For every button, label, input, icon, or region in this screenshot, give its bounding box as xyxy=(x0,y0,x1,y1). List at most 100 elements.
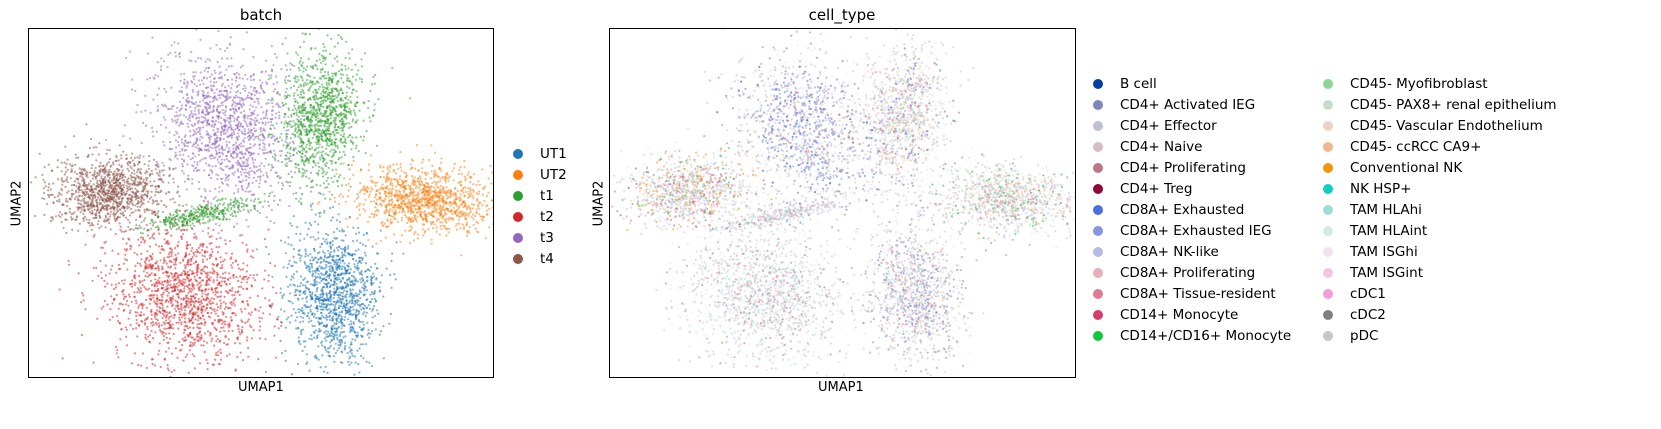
cluster-t2 xyxy=(58,192,298,377)
legend-label: t2 xyxy=(540,208,554,225)
legend-label: CD45- ccRCC CA9+ xyxy=(1350,138,1482,155)
cell-type-cluster-right xyxy=(896,146,1075,252)
batch-plot-title: batch xyxy=(239,6,283,24)
legend-swatch-cd8a-exhausted xyxy=(1093,204,1103,215)
legend-label: CD4+ Treg xyxy=(1120,180,1193,197)
legend-item-conventional-nk: Conventional NK xyxy=(1323,157,1557,178)
legend-swatch-t2 xyxy=(513,211,523,222)
legend-item-cd8a-proliferating: CD8A+ Proliferating xyxy=(1093,262,1291,283)
legend-swatch-ut1 xyxy=(513,148,523,159)
legend-item-cd8a-nk-like: CD8A+ NK-like xyxy=(1093,241,1291,262)
legend-swatch-conventional-nk xyxy=(1323,162,1333,173)
batch-legend: UT1 UT2 t1 t2 t3 t4 xyxy=(513,143,567,269)
legend-item-cd4-effector: CD4+ Effector xyxy=(1093,115,1291,136)
batch-umap-plot xyxy=(28,28,494,378)
legend-label: CD8A+ NK-like xyxy=(1120,243,1219,260)
legend-swatch-cd4-proliferating xyxy=(1093,162,1103,173)
legend-label: TAM ISGint xyxy=(1350,264,1423,281)
legend-label: TAM HLAint xyxy=(1350,222,1428,239)
legend-swatch-cd14-cd16-monocyte xyxy=(1093,330,1103,341)
legend-swatch-ut2 xyxy=(513,169,523,180)
legend-swatch-cd4-treg xyxy=(1093,183,1103,194)
legend-label: CD4+ Proliferating xyxy=(1120,159,1246,176)
cell-type-legend-column-2: CD45- Myofibroblast CD45- PAX8+ renal epi… xyxy=(1323,73,1557,346)
legend-item-ut1: UT1 xyxy=(513,143,567,164)
legend-item-tam-isghi: TAM ISGhi xyxy=(1323,241,1557,262)
legend-item-nk-hsp: NK HSP+ xyxy=(1323,178,1557,199)
legend-label: CD8A+ Exhausted IEG xyxy=(1120,222,1272,239)
cell-type-cluster-lower-left xyxy=(655,192,898,377)
batch-x-axis-label: UMAP1 xyxy=(238,380,284,395)
legend-item-tam-hlahi: TAM HLAhi xyxy=(1323,199,1557,220)
cell-type-scatter-canvas xyxy=(611,29,1075,377)
legend-swatch-cdc1 xyxy=(1323,288,1333,299)
legend-item-cd8a-exhausted-ieg: CD8A+ Exhausted IEG xyxy=(1093,220,1291,241)
legend-swatch-t4 xyxy=(513,253,523,264)
legend-item-cd4-treg: CD4+ Treg xyxy=(1093,178,1291,199)
legend-label: Conventional NK xyxy=(1350,159,1463,176)
legend-swatch-cd8a-tissue-resident xyxy=(1093,288,1103,299)
legend-swatch-nk-hsp xyxy=(1323,183,1333,194)
legend-label: CD8A+ Proliferating xyxy=(1120,264,1256,281)
legend-label: CD8A+ Exhausted xyxy=(1120,201,1245,218)
legend-item-cd8a-tissue-resident: CD8A+ Tissue-resident xyxy=(1093,283,1291,304)
legend-item-t3: t3 xyxy=(513,227,567,248)
legend-swatch-cd45-ccrcc-ca9 xyxy=(1323,141,1333,152)
legend-label: UT1 xyxy=(540,145,567,162)
legend-label: CD4+ Naive xyxy=(1120,138,1203,155)
legend-label: cDC1 xyxy=(1350,285,1386,302)
legend-label: B cell xyxy=(1120,75,1157,92)
legend-swatch-cd14-monocyte xyxy=(1093,309,1103,320)
cell-type-x-axis-label: UMAP1 xyxy=(818,380,864,395)
legend-label: CD45- Myofibroblast xyxy=(1350,75,1488,92)
legend-swatch-cd45-pax8-renal-epithelium xyxy=(1323,99,1333,110)
legend-item-cd45-vascular-endothelium: CD45- Vascular Endothelium xyxy=(1323,115,1557,136)
cluster-t3 xyxy=(105,29,327,280)
legend-label: TAM ISGhi xyxy=(1350,243,1418,260)
legend-label: CD4+ Effector xyxy=(1120,117,1217,134)
legend-item-tam-isgint: TAM ISGint xyxy=(1323,262,1557,283)
cluster-t1 xyxy=(257,29,412,229)
legend-item-ut2: UT2 xyxy=(513,164,567,185)
cell-type-legend-column-1: B cell CD4+ Activated IEG CD4+ Effector CD4… xyxy=(1093,73,1291,346)
legend-swatch-cd8a-proliferating xyxy=(1093,267,1103,278)
legend-swatch-t1 xyxy=(513,190,523,201)
legend-item-tam-hlaint: TAM HLAint xyxy=(1323,220,1557,241)
legend-label: NK HSP+ xyxy=(1350,180,1412,197)
legend-item-t1: t1 xyxy=(513,185,567,206)
legend-swatch-cd45-vascular-endothelium xyxy=(1323,120,1333,131)
legend-label: CD4+ Activated IEG xyxy=(1120,96,1256,113)
cell-type-cluster-left xyxy=(611,141,789,260)
legend-item-cd4-proliferating: CD4+ Proliferating xyxy=(1093,157,1291,178)
legend-label: cDC2 xyxy=(1350,306,1386,323)
legend-swatch-tam-isgint xyxy=(1323,267,1333,278)
cell-type-cluster-top xyxy=(833,29,975,214)
legend-item-pdc: pDC xyxy=(1323,325,1557,346)
legend-swatch-cd4-effector xyxy=(1093,120,1103,131)
legend-swatch-cd4-activated-ieg xyxy=(1093,99,1103,110)
legend-swatch-tam-hlaint xyxy=(1323,225,1333,236)
legend-item-cdc1: cDC1 xyxy=(1323,283,1557,304)
legend-item-cdc2: cDC2 xyxy=(1323,304,1557,325)
legend-label: t1 xyxy=(540,187,554,204)
legend-label: CD45- PAX8+ renal epithelium xyxy=(1350,96,1557,113)
cell-type-y-axis-label: UMAP2 xyxy=(591,180,607,227)
legend-item-cd45-pax8-renal-epithelium: CD45- PAX8+ renal epithelium xyxy=(1323,94,1557,115)
cell-type-umap-plot xyxy=(609,28,1076,378)
cell-type-cluster-upper-left xyxy=(686,29,923,250)
legend-item-cd4-activated-ieg: CD4+ Activated IEG xyxy=(1093,94,1291,115)
legend-label: t4 xyxy=(540,250,554,267)
legend-swatch-pdc xyxy=(1323,330,1333,341)
legend-label: CD14+/CD16+ Monocyte xyxy=(1120,327,1292,344)
legend-item-cd14-cd16-monocyte: CD14+/CD16+ Monocyte xyxy=(1093,325,1291,346)
batch-y-axis-label: UMAP2 xyxy=(9,180,25,227)
legend-swatch-cdc2 xyxy=(1323,309,1333,320)
legend-swatch-cd4-naive xyxy=(1093,141,1103,152)
legend-label: t3 xyxy=(540,229,554,246)
legend-swatch-tam-isghi xyxy=(1323,246,1333,257)
cluster-t4 xyxy=(29,123,203,249)
legend-item-cd4-naive: CD4+ Naive xyxy=(1093,136,1291,157)
legend-item-cd45-ccrcc-ca9: CD45- ccRCC CA9+ xyxy=(1323,136,1557,157)
legend-item-b-cell: B cell xyxy=(1093,73,1291,94)
cluster-t1-streak xyxy=(127,192,281,235)
